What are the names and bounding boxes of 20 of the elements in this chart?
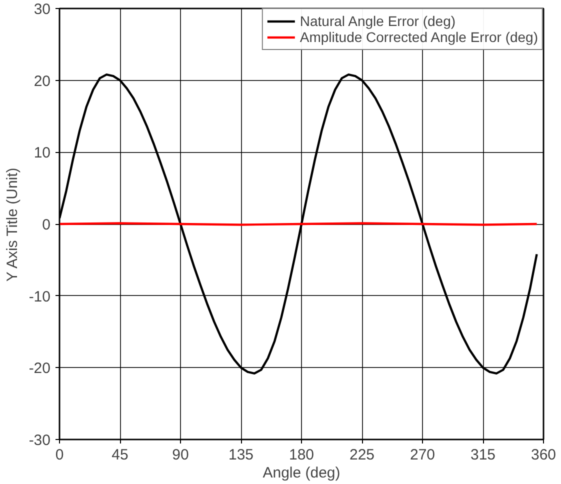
x-tick-label: 360: [530, 446, 556, 464]
y-tick-label: -20: [28, 360, 51, 378]
y-tick-label: 30: [34, 1, 51, 18]
y-axis-title: Y Axis Title (Unit): [4, 168, 21, 282]
x-tick-label: 225: [349, 446, 375, 464]
x-tick-label: 90: [172, 446, 189, 464]
x-tick-label: 0: [55, 446, 64, 464]
x-tick-label: 270: [410, 446, 436, 464]
legend-label: Amplitude Corrected Angle Error (deg): [300, 29, 538, 45]
y-tick-label: -30: [28, 432, 51, 449]
legend-label: Natural Angle Error (deg): [300, 13, 456, 29]
x-tick-label: 315: [470, 446, 496, 464]
x-tick-label: 45: [112, 446, 128, 464]
y-tick-label: 0: [42, 216, 50, 234]
x-tick-label: 135: [228, 446, 254, 464]
x-tick-label: 180: [288, 446, 314, 464]
y-tick-label: -10: [28, 288, 51, 306]
x-axis-title: Angle (deg): [262, 464, 340, 482]
y-tick-label: 20: [34, 72, 51, 90]
y-tick-label: 10: [34, 144, 51, 162]
